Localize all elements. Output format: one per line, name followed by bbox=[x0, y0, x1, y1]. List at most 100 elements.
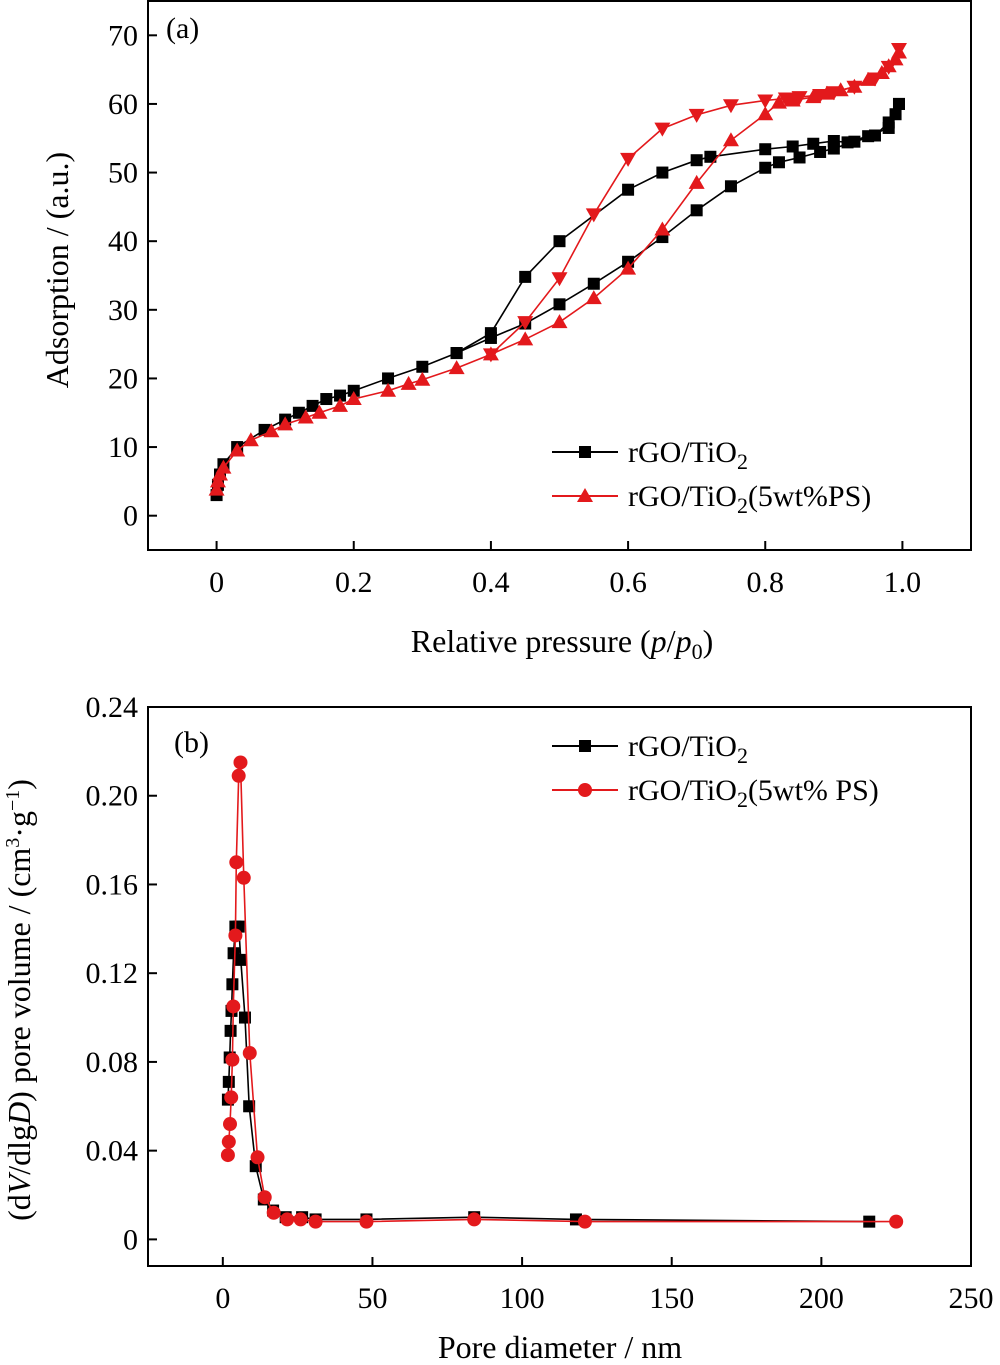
data-point bbox=[553, 235, 566, 248]
panel-b-pore-size-distribution: 0 50 100 150 200 250 0 0.04 0.08 0.12 0.16 0.20 0.2… bbox=[1, 691, 994, 1365]
data-point bbox=[777, 92, 794, 107]
series-line bbox=[227, 925, 870, 1223]
data-point bbox=[860, 71, 877, 86]
data-point bbox=[215, 459, 232, 474]
y-tick-label: 70 bbox=[108, 19, 138, 52]
data-point bbox=[382, 372, 395, 385]
y-tick-label: 0.16 bbox=[86, 868, 139, 901]
data-point bbox=[257, 1190, 272, 1205]
panel-a-series bbox=[208, 43, 907, 502]
legend-label-rgo-tio2-ps: rGO/TiO2(5wt%PS) bbox=[628, 480, 871, 518]
legend-label-rgo-tio2-ps-b: rGO/TiO2(5wt% PS) bbox=[628, 774, 879, 812]
data-point bbox=[724, 180, 737, 193]
data-point bbox=[234, 953, 247, 966]
panel-a-x-ticks: 0 0.2 0.4 0.6 0.8 1.0 bbox=[209, 541, 921, 599]
x-tick-label: 0.8 bbox=[747, 566, 785, 599]
data-point bbox=[517, 316, 534, 331]
x-tick-label: 100 bbox=[500, 1282, 545, 1315]
data-point bbox=[277, 416, 294, 431]
legend-item-rgo-tio2-ps bbox=[552, 488, 618, 502]
data-point bbox=[585, 290, 602, 305]
data-point bbox=[889, 108, 902, 121]
data-point bbox=[622, 183, 635, 196]
data-point bbox=[807, 137, 820, 150]
data-point bbox=[882, 121, 895, 134]
y-tick-label: 40 bbox=[108, 225, 138, 258]
panel-a-x-axis-label: Relative pressure (p/p0) bbox=[411, 623, 713, 664]
data-point bbox=[517, 331, 534, 346]
data-point bbox=[280, 1212, 295, 1227]
x-tick-label: 200 bbox=[799, 1282, 844, 1315]
data-point bbox=[577, 1214, 592, 1229]
data-point bbox=[448, 360, 465, 375]
data-point bbox=[889, 1214, 904, 1229]
data-point bbox=[242, 432, 259, 447]
legend-label-rgo-tio2: rGO/TiO2 bbox=[628, 436, 748, 474]
y-tick-label: 0.08 bbox=[86, 1046, 139, 1079]
data-point bbox=[380, 382, 397, 397]
data-point bbox=[688, 108, 705, 123]
data-point bbox=[551, 314, 568, 329]
x-tick-label: 1.0 bbox=[884, 566, 922, 599]
legend-item-rgo-tio2-b bbox=[552, 740, 618, 752]
x-tick-label: 250 bbox=[949, 1282, 994, 1315]
data-point bbox=[467, 1212, 482, 1227]
y-tick-label: 0 bbox=[123, 500, 138, 533]
data-point bbox=[226, 978, 239, 991]
data-point bbox=[334, 389, 347, 402]
data-point bbox=[620, 260, 637, 275]
data-point bbox=[266, 1205, 281, 1220]
panel-a-plot-frame bbox=[147, 0, 972, 551]
data-point bbox=[704, 150, 717, 163]
data-point bbox=[224, 1090, 239, 1105]
data-point bbox=[228, 928, 243, 943]
panel-b-legend: rGO/TiO2 rGO/TiO2(5wt% PS) bbox=[552, 730, 879, 812]
series-line bbox=[215, 52, 900, 490]
data-point bbox=[297, 409, 314, 424]
data-point bbox=[812, 89, 829, 104]
data-point bbox=[208, 481, 225, 496]
data-point bbox=[805, 89, 822, 104]
y-tick-label: 20 bbox=[108, 362, 138, 395]
data-point bbox=[690, 154, 703, 167]
data-point bbox=[250, 1150, 265, 1165]
data-point bbox=[292, 406, 305, 419]
data-point bbox=[225, 1052, 240, 1067]
data-point bbox=[519, 270, 532, 283]
panel-a-label: (a) bbox=[166, 12, 199, 45]
data-point bbox=[311, 404, 328, 419]
data-point bbox=[866, 72, 883, 87]
data-point bbox=[243, 1100, 256, 1113]
data-point bbox=[654, 221, 671, 236]
data-point bbox=[345, 391, 362, 406]
panel-b-x-axis-label: Pore diameter / nm bbox=[438, 1329, 682, 1365]
data-point bbox=[306, 399, 319, 412]
data-point bbox=[223, 1117, 238, 1132]
data-point bbox=[293, 1212, 308, 1227]
legend-label-rgo-tio2-b: rGO/TiO2 bbox=[628, 730, 748, 768]
data-point bbox=[484, 327, 497, 340]
data-point bbox=[226, 999, 241, 1014]
data-point bbox=[757, 106, 774, 121]
data-point bbox=[892, 97, 905, 110]
x-tick-label: 0.6 bbox=[609, 566, 647, 599]
y-tick-label: 0.20 bbox=[86, 780, 139, 813]
x-tick-label: 0.2 bbox=[335, 566, 373, 599]
data-point bbox=[793, 151, 806, 164]
data-point bbox=[231, 768, 246, 783]
panel-a-y-ticks: 0 10 20 30 40 50 60 70 bbox=[108, 19, 157, 533]
data-point bbox=[242, 1046, 257, 1061]
data-point bbox=[482, 348, 499, 363]
legend-item-rgo-tio2-ps-b bbox=[552, 783, 618, 797]
data-point bbox=[220, 1148, 235, 1163]
data-point bbox=[827, 134, 840, 147]
data-point bbox=[551, 272, 568, 287]
data-point bbox=[656, 166, 669, 179]
data-point bbox=[880, 60, 897, 75]
series-1 bbox=[208, 43, 907, 496]
data-point bbox=[553, 298, 566, 311]
data-point bbox=[332, 397, 349, 412]
data-point bbox=[772, 156, 785, 169]
legend-marker bbox=[578, 783, 592, 797]
data-point bbox=[757, 94, 774, 109]
